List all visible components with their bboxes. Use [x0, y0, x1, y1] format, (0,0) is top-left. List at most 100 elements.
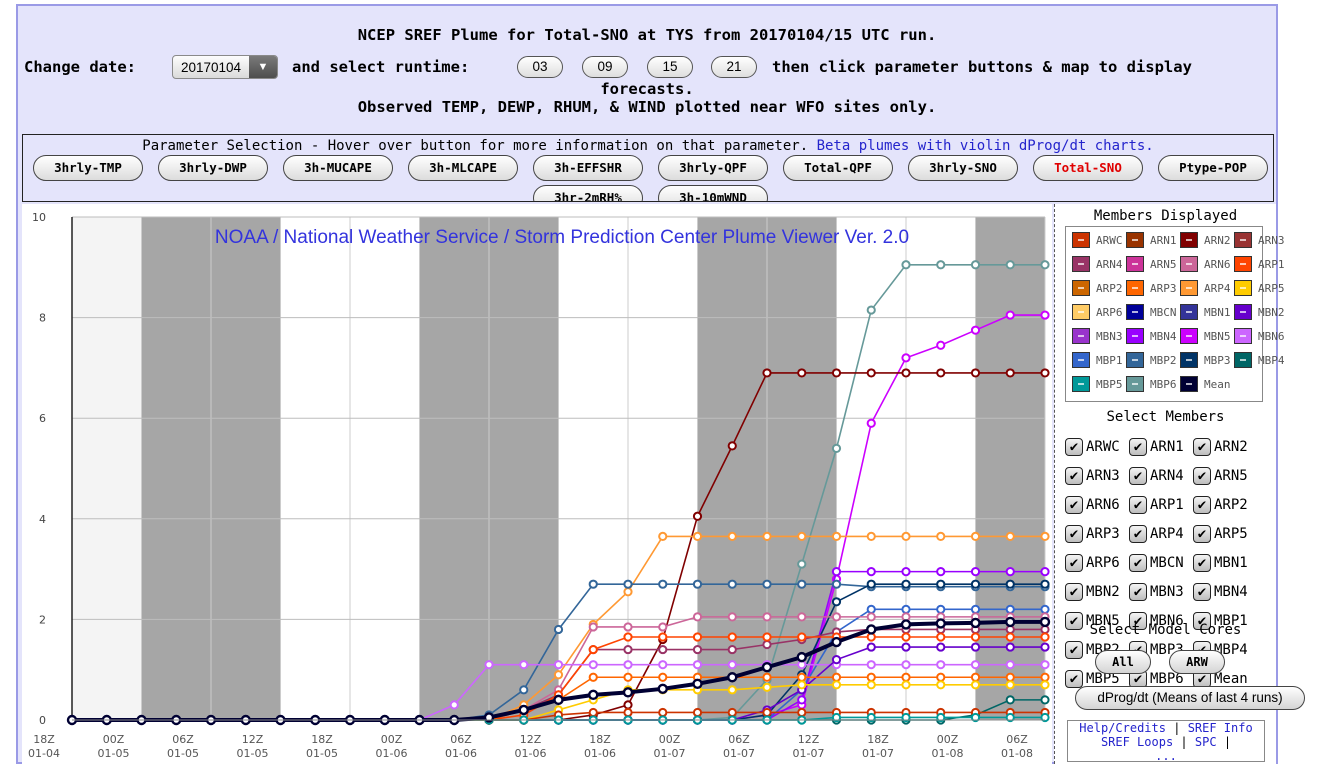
data-point-mbn6: [658, 660, 668, 670]
member-checkbox-label: MBN2: [1086, 584, 1120, 600]
sref-info-link[interactable]: SREF Info: [1187, 721, 1253, 735]
param-button-3hrly-dwp[interactable]: 3hrly-DWP: [158, 155, 268, 181]
data-point-arp1: [727, 632, 737, 642]
param-button-3hrly-sno[interactable]: 3hrly-SNO: [908, 155, 1018, 181]
x-tick-hour-label: 12Z: [242, 733, 264, 746]
legend-swatch: [1180, 304, 1198, 320]
checkmark-icon[interactable]: ✔: [1065, 583, 1083, 601]
x-tick-date-label: 01-07: [723, 747, 755, 760]
checkmark-icon[interactable]: ✔: [1129, 554, 1147, 572]
beta-plumes-link[interactable]: Beta plumes with violin dProg/dt charts.: [816, 138, 1154, 154]
runtime-button-03[interactable]: 03: [517, 56, 563, 78]
checkmark-icon[interactable]: ✔: [1065, 438, 1083, 456]
param-button-3h-mlcape[interactable]: 3h-MLCAPE: [408, 155, 518, 181]
data-point-arn6: [692, 612, 703, 622]
data-point-arp5: [970, 680, 981, 690]
checkmark-icon[interactable]: ✔: [1065, 496, 1083, 514]
data-point-arp1: [936, 632, 946, 642]
checkmark-icon[interactable]: ✔: [1065, 641, 1083, 659]
spc-link[interactable]: SPC: [1194, 735, 1217, 749]
data-point-mbp2: [762, 579, 772, 589]
data-point-mbp2: [727, 579, 737, 589]
data-point-arwc: [727, 707, 737, 718]
runtime-button-15[interactable]: 15: [647, 56, 693, 78]
data-point-mbp4: [1040, 695, 1050, 705]
legend-swatch: [1126, 304, 1144, 320]
checkmark-icon[interactable]: ✔: [1193, 438, 1211, 456]
legend-label: ARN4: [1096, 258, 1123, 271]
param-button-3h-mucape[interactable]: 3h-MUCAPE: [283, 155, 393, 181]
param-button-total-sno[interactable]: Total-SNO: [1033, 155, 1143, 181]
checkmark-icon[interactable]: ✔: [1129, 612, 1147, 630]
checkmark-icon[interactable]: ✔: [1065, 525, 1083, 543]
x-tick-hour-label: 18Z: [589, 733, 611, 746]
x-tick-hour-label: 06Z: [450, 733, 472, 746]
chevron-down-icon[interactable]: ▼: [249, 56, 277, 78]
checkmark-icon[interactable]: ✔: [1129, 467, 1147, 485]
param-button-3hrly-qpf[interactable]: 3hrly-QPF: [658, 155, 768, 181]
dprog-dt-button[interactable]: dProg/dt (Means of last 4 runs): [1075, 686, 1305, 710]
legend-label: MBP6: [1150, 378, 1177, 391]
data-point-mbp1: [1040, 604, 1050, 614]
checkmark-icon[interactable]: ✔: [1129, 525, 1147, 543]
data-point-mbp1: [936, 604, 946, 614]
data-point-arp4: [623, 587, 633, 597]
data-point-arn2: [831, 368, 842, 378]
checkmark-icon[interactable]: ✔: [1065, 670, 1083, 688]
data-point-arp4: [936, 531, 946, 542]
date-select[interactable]: 20170104 ▼: [172, 55, 278, 79]
checkmark-icon[interactable]: ✔: [1065, 554, 1083, 572]
data-point-mean: [935, 618, 946, 629]
data-point-arp4: [692, 531, 703, 542]
legend-label: MBP3: [1204, 354, 1231, 367]
checkmark-icon[interactable]: ✔: [1129, 583, 1147, 601]
checkmark-icon[interactable]: ✔: [1193, 554, 1211, 572]
member-checkbox-label: ARP1: [1150, 497, 1184, 513]
param-button-3h-10mwnd[interactable]: 3h-10mWND: [658, 185, 768, 201]
checkmark-icon[interactable]: ✔: [1193, 467, 1211, 485]
core-arw-button[interactable]: ARW: [1169, 650, 1225, 674]
member-checkbox-label: ARN2: [1214, 439, 1248, 455]
data-point-arn6: [658, 622, 668, 632]
core-all-button[interactable]: All: [1095, 650, 1151, 674]
data-point-arp3: [1005, 672, 1015, 682]
data-point-mbn6: [936, 660, 946, 670]
legend-label: ARP5: [1258, 282, 1285, 295]
data-point-arp3: [901, 672, 911, 682]
help-credits-link[interactable]: Help/Credits: [1079, 721, 1166, 735]
checkmark-icon[interactable]: ✔: [1129, 438, 1147, 456]
member-checkbox-label: MBP1: [1214, 613, 1248, 629]
data-point-mbp2: [588, 579, 598, 589]
x-tick-hour-label: 06Z: [728, 733, 750, 746]
checkmark-icon[interactable]: ✔: [1193, 496, 1211, 514]
legend-swatch: [1180, 232, 1198, 248]
checkmark-icon[interactable]: ✔: [1129, 496, 1147, 514]
param-button-3h-effshr[interactable]: 3h-EFFSHR: [533, 155, 643, 181]
data-point-mbp5: [831, 712, 842, 723]
data-point-arp1: [692, 632, 703, 642]
data-point-arp4: [831, 531, 842, 542]
checkmark-icon[interactable]: ✔: [1065, 612, 1083, 630]
legend-label: ARP2: [1096, 282, 1123, 295]
member-checkbox-label: ARN4: [1150, 468, 1184, 484]
parameter-title-text: Parameter Selection - Hover over button …: [142, 138, 809, 154]
param-button-total-qpf[interactable]: Total-QPF: [783, 155, 893, 181]
data-point-arp1: [797, 632, 807, 642]
data-point-arp4: [658, 531, 668, 542]
page-frame: NCEP SREF Plume for Total-SNO at TYS fro…: [16, 4, 1305, 764]
runtime-button-09[interactable]: 09: [582, 56, 628, 78]
checkmark-icon[interactable]: ✔: [1193, 525, 1211, 543]
data-point-mean: [970, 617, 981, 629]
forecasts-text: forecasts.: [600, 80, 694, 98]
runtime-button-21[interactable]: 21: [711, 56, 757, 78]
sref-loops-link[interactable]: SREF Loops: [1100, 735, 1174, 749]
member-checkbox-label: ARN6: [1086, 497, 1120, 513]
checkmark-icon[interactable]: ✔: [1193, 583, 1211, 601]
param-button-ptype-pop[interactable]: Ptype-POP: [1158, 155, 1268, 181]
checkmark-icon[interactable]: ✔: [1065, 467, 1083, 485]
param-button-3hrly-tmp[interactable]: 3hrly-TMP: [33, 155, 143, 181]
checkmark-icon[interactable]: ✔: [1193, 612, 1211, 630]
param-button-3hr-2mrh-[interactable]: 3hr-2mRH%: [533, 185, 643, 201]
data-point-mean: [692, 678, 703, 689]
legend-label: MBCN: [1150, 306, 1177, 319]
